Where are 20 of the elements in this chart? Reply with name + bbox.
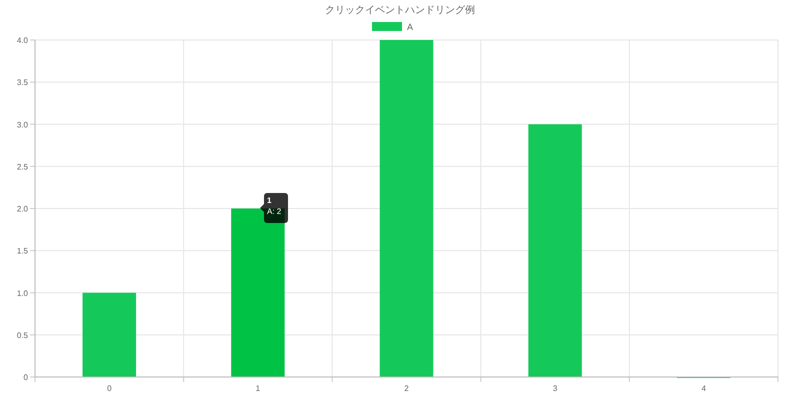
x-tick-label: 4 <box>701 384 706 393</box>
y-tick-label: 3.5 <box>16 78 29 88</box>
legend-label: A <box>407 22 414 32</box>
y-tick-label: 3.0 <box>16 120 29 130</box>
x-tick-label: 1 <box>256 384 261 393</box>
x-tick-label: 0 <box>107 384 112 393</box>
chart-title: クリックイベントハンドリング例 <box>325 5 475 16</box>
y-tick-label: 0.5 <box>16 330 29 340</box>
x-tick-label: 2 <box>404 384 410 393</box>
y-tick-label: 2.5 <box>16 162 29 172</box>
annotation: 1 <box>267 196 272 205</box>
y-tick-label: 1.0 <box>16 288 29 298</box>
y-tick-label: 1.5 <box>16 246 29 256</box>
legend: A <box>372 22 414 32</box>
tooltip: 1 A: 2 <box>260 193 288 223</box>
y-tick-label: 4.0 <box>16 36 29 45</box>
y-tick-label: 0 <box>24 373 29 382</box>
x-tick-label: 3 <box>552 384 558 393</box>
y-tick-label: 2.0 <box>16 204 29 214</box>
annotation: A: 2 <box>267 207 282 216</box>
